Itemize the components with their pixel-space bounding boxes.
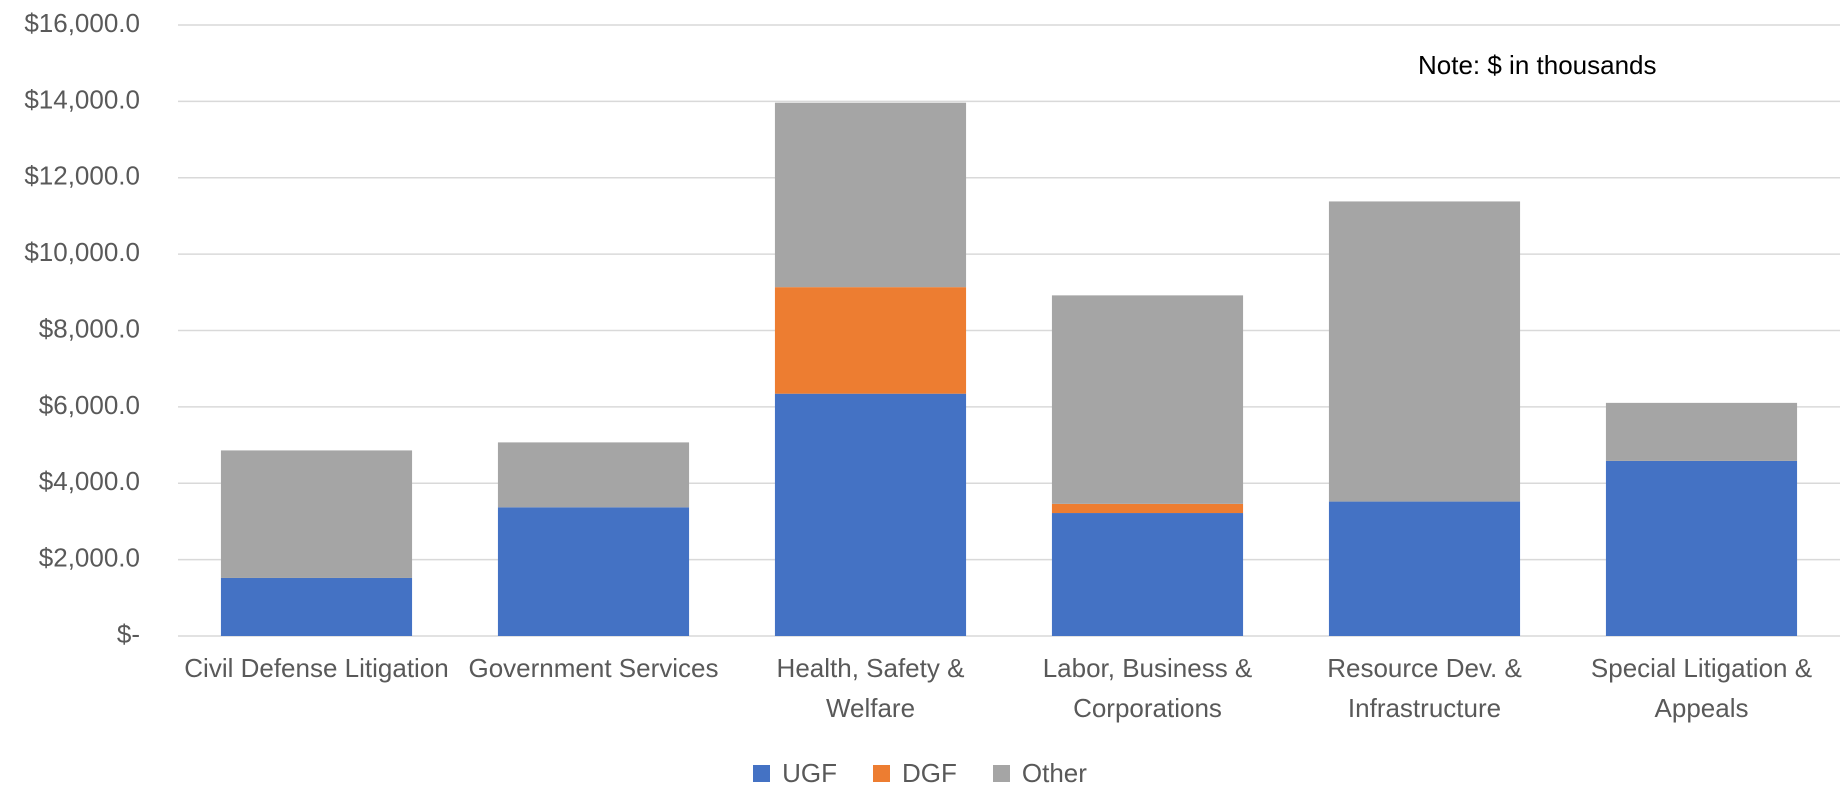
legend-swatch bbox=[872, 765, 890, 782]
bar-segment bbox=[1605, 460, 1798, 636]
x-tick-label: Resource Dev. & Infrastructure bbox=[1327, 653, 1522, 723]
y-tick-label: $6,000.0 bbox=[39, 390, 140, 420]
x-tick-label: Health, Safety & Welfare bbox=[776, 653, 965, 723]
legend-label: UGF bbox=[782, 758, 837, 788]
y-tick-label: $16,000.0 bbox=[24, 8, 140, 38]
legend: UGF DGF Other bbox=[0, 758, 1840, 789]
bar-segment bbox=[1051, 295, 1244, 504]
bar-segment bbox=[1328, 201, 1521, 502]
bar-segment bbox=[774, 393, 967, 636]
bar-segment bbox=[774, 287, 967, 394]
x-tick-label: Labor, Business & Corporations bbox=[1042, 653, 1253, 723]
legend-label: Other bbox=[1021, 758, 1087, 788]
x-tick-label: Special Litigation & Appeals bbox=[1590, 653, 1813, 723]
legend-item: UGF bbox=[753, 758, 837, 789]
bar-segment bbox=[1051, 513, 1244, 636]
legend-label: DGF bbox=[901, 758, 957, 788]
legend-swatch bbox=[992, 765, 1010, 782]
y-tick-label: $4,000.0 bbox=[39, 466, 140, 496]
x-tick-label: Civil Defense Litigation bbox=[184, 653, 449, 683]
legend-item: Other bbox=[992, 758, 1087, 789]
bar-segment bbox=[1328, 501, 1521, 636]
bar-segment bbox=[497, 442, 690, 508]
bar-segment bbox=[220, 450, 413, 578]
legend-swatch bbox=[753, 765, 771, 782]
bar-segment bbox=[774, 102, 967, 288]
bar-segment bbox=[497, 507, 690, 636]
x-tick-label: Government Services bbox=[468, 653, 719, 683]
annotation: Note: $ in thousands bbox=[1418, 50, 1657, 80]
y-tick-label: $- bbox=[117, 619, 140, 649]
bar-segment bbox=[1605, 402, 1798, 461]
y-tick-label: $10,000.0 bbox=[24, 237, 140, 267]
y-tick-label: $2,000.0 bbox=[39, 543, 140, 573]
y-tick-label: $8,000.0 bbox=[39, 313, 140, 343]
y-tick-label: $14,000.0 bbox=[24, 84, 140, 114]
legend-item: DGF bbox=[872, 758, 957, 789]
bar-segment bbox=[1051, 503, 1244, 514]
bar-segment bbox=[220, 577, 413, 636]
y-tick-label: $12,000.0 bbox=[24, 161, 140, 191]
